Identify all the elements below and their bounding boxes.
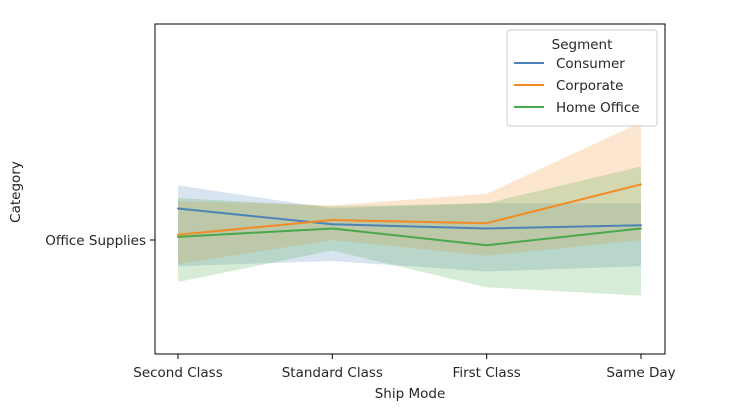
series-lines [177, 183, 642, 247]
ci-band-consumer [178, 185, 641, 272]
legend-label-home-office: Home Office [556, 100, 640, 116]
x-tick-label: Same Day [606, 365, 675, 381]
x-tick-label: Standard Class [282, 365, 383, 381]
x-axis-ticks: Second Class Standard Class First Class Sam… [133, 354, 676, 381]
legend-title: Segment [552, 37, 613, 53]
y-axis-ticks: Office Supplies [45, 233, 155, 249]
series-line-consumer [177, 207, 642, 230]
series-line-home-office [177, 227, 642, 247]
plot-frame [154, 23, 666, 355]
legend-label-corporate: Corporate [556, 78, 624, 94]
x-axis-label: Ship Mode [375, 386, 446, 402]
legend: Segment Consumer Corporate Home Office [506, 29, 658, 127]
ci-band-corporate [178, 122, 641, 265]
y-axis-label: Category [8, 161, 24, 223]
x-tick-label: First Class [453, 365, 521, 381]
legend-label-consumer: Consumer [556, 56, 625, 72]
ci-band-home-office [178, 166, 641, 296]
confidence-bands [178, 122, 641, 296]
y-tick-label: Office Supplies [45, 233, 146, 249]
legend-box [506, 29, 658, 127]
x-tick-label: Second Class [133, 365, 223, 381]
series-line-corporate [177, 183, 642, 236]
